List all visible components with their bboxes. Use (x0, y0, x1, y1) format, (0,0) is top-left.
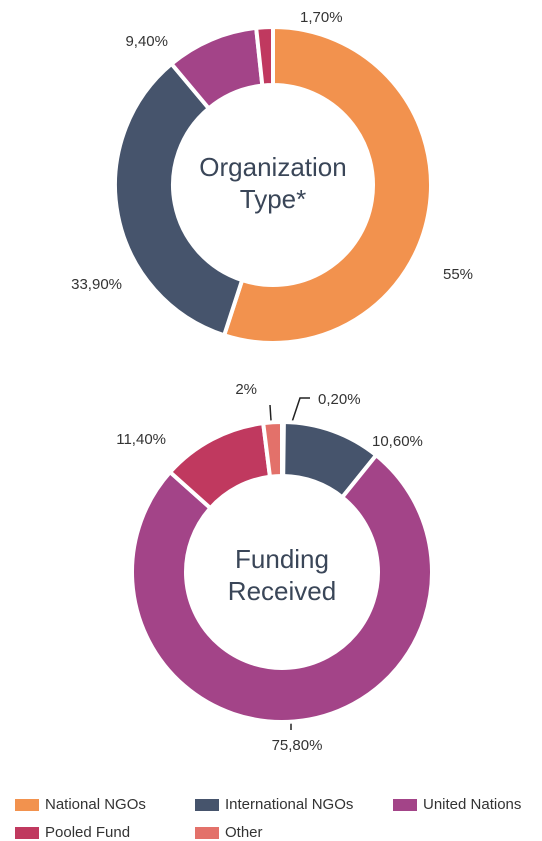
center-title: Organization Type* (199, 152, 347, 214)
slice-label: 33,90% (71, 276, 122, 293)
legend-label: National NGOs (45, 796, 146, 813)
legend-swatch (15, 827, 39, 839)
slice-label: 1,70% (300, 9, 343, 26)
legend-swatch (15, 799, 39, 811)
slice-label: 2% (235, 381, 257, 398)
legend-label: United Nations (423, 796, 521, 813)
slice (113, 61, 245, 338)
slice (253, 24, 275, 88)
slice (260, 419, 284, 479)
slice (221, 24, 433, 345)
legend-swatch (195, 827, 219, 839)
slice (130, 452, 434, 724)
slice-label: 11,40% (116, 431, 166, 448)
center-title: Funding Received (227, 544, 337, 606)
slice-label: 0,20% (318, 391, 361, 408)
legend-swatch (393, 799, 417, 811)
slice-label: 55% (443, 266, 473, 283)
slice-label: 9,40% (125, 33, 168, 50)
slice-label: 75,80% (272, 737, 323, 754)
legend-label: International NGOs (225, 796, 353, 813)
slice-label: 10,60% (372, 433, 423, 450)
legend-label: Pooled Fund (45, 824, 130, 841)
legend-swatch (195, 799, 219, 811)
legend-label: Other (225, 824, 263, 841)
